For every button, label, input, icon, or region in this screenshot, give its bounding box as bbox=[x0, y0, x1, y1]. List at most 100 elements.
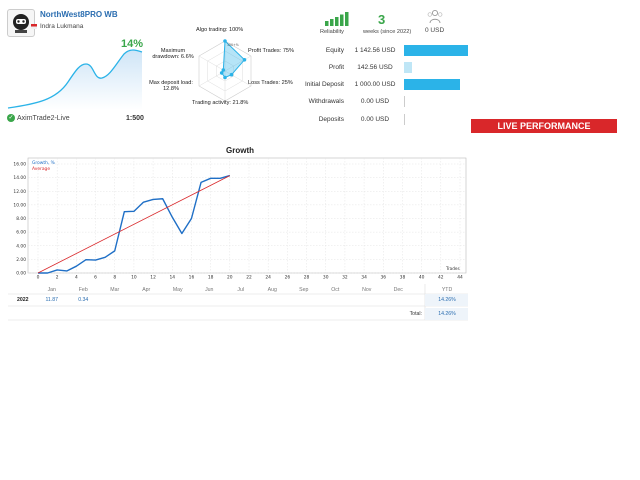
x-tick-label: 12 bbox=[150, 275, 156, 281]
x-tick-label: 24 bbox=[265, 275, 271, 281]
x-axis-label: Trades bbox=[445, 266, 460, 271]
account-owner[interactable]: Indra Lukmana bbox=[40, 23, 84, 30]
y-tick-label: 10.00 bbox=[13, 202, 26, 208]
x-tick-label: 28 bbox=[304, 275, 310, 281]
monthly-table-lines bbox=[8, 284, 468, 321]
stat-bar bbox=[404, 62, 468, 73]
radar-drawdown-label: Maximum drawdown: 6.6% bbox=[152, 48, 194, 60]
stat-bar-fill bbox=[404, 45, 468, 56]
month-header: Mar bbox=[110, 287, 120, 293]
mini-growth-chart bbox=[7, 49, 143, 110]
x-tick-label: 4 bbox=[75, 275, 78, 281]
y-tick-label: 8.00 bbox=[16, 216, 26, 222]
stat-bar bbox=[404, 79, 468, 90]
radar-algo-label: Algo trading: 100% bbox=[196, 27, 244, 33]
x-tick-label: 44 bbox=[457, 275, 463, 281]
stat-label: Withdrawals bbox=[308, 98, 344, 105]
subscribers-funds: 0 USD bbox=[425, 27, 445, 34]
radar-profit-label: Profit Trades: 75% bbox=[248, 48, 295, 54]
ytd-header: YTD bbox=[441, 287, 453, 293]
y-tick-label: 4.00 bbox=[16, 243, 26, 249]
month-header: Sep bbox=[299, 287, 309, 293]
x-tick-label: 18 bbox=[208, 275, 214, 281]
leverage: 1:500 bbox=[126, 115, 144, 122]
reliability-label: Reliability bbox=[320, 29, 344, 35]
stat-value: 1 142.56 USD bbox=[354, 47, 396, 54]
flag-indonesia-icon bbox=[31, 24, 37, 29]
radar-chart: 100+% bbox=[198, 39, 252, 102]
table-year: 2022 bbox=[17, 297, 29, 303]
stat-bar bbox=[404, 96, 468, 107]
y-tick-label: 0.00 bbox=[16, 271, 26, 277]
average-series-line bbox=[37, 175, 230, 274]
stat-label: Initial Deposit bbox=[304, 81, 344, 88]
ytd-value: 14.26% bbox=[438, 297, 456, 303]
x-tick-label: 32 bbox=[342, 275, 348, 281]
stat-value: 0.00 USD bbox=[360, 116, 390, 123]
x-tick-label: 16 bbox=[189, 275, 195, 281]
total-value: 14.26% bbox=[438, 311, 456, 317]
stat-label: Equity bbox=[325, 47, 344, 54]
x-tick-label: 2 bbox=[56, 275, 59, 281]
month-header: Feb bbox=[78, 287, 88, 293]
growth-chart: 0.00 2.00 4.00 6.00 8.00 10.00 12.00 14.00 16.00… bbox=[13, 157, 467, 281]
x-tick-label: 26 bbox=[285, 275, 291, 281]
chart-title: Growth bbox=[226, 146, 254, 155]
robot-logo-icon bbox=[13, 14, 29, 33]
month-header: Dec bbox=[393, 287, 403, 293]
x-tick-label: 0 bbox=[37, 275, 40, 281]
reliability-bars-icon bbox=[325, 12, 349, 26]
radar-deposit-load-label: Max deposit load: 12.8% bbox=[149, 80, 193, 92]
total-label: Total: bbox=[409, 311, 422, 317]
month-value: 0.34 bbox=[78, 297, 89, 303]
live-performance-banner: LIVE PERFORMANCE bbox=[471, 119, 617, 133]
weeks-count: 3 bbox=[378, 12, 386, 27]
x-tick-label: 6 bbox=[94, 275, 97, 281]
stat-bar-fill bbox=[404, 79, 460, 90]
x-tick-label: 22 bbox=[246, 275, 252, 281]
month-header: Apr bbox=[142, 287, 151, 293]
y-tick-label: 16.00 bbox=[13, 162, 26, 168]
x-tick-label: 14 bbox=[169, 275, 175, 281]
x-tick-label: 40 bbox=[419, 275, 425, 281]
month-value: 11.87 bbox=[45, 297, 59, 303]
month-header: Aug bbox=[267, 287, 277, 293]
y-tick-label: 6.00 bbox=[16, 230, 26, 236]
x-tick-label: 8 bbox=[113, 275, 116, 281]
stat-value: 1 000.00 USD bbox=[354, 81, 396, 88]
stat-bar bbox=[404, 114, 468, 125]
x-tick-label: 42 bbox=[438, 275, 444, 281]
chart-frame bbox=[27, 157, 467, 274]
x-tick-label: 20 bbox=[227, 275, 233, 281]
month-header: Jun bbox=[205, 287, 214, 293]
verified-check-icon: ✓ bbox=[7, 114, 15, 122]
month-header: Jan bbox=[47, 287, 56, 293]
radar-activity-label: Trading activity: 21.8% bbox=[192, 100, 249, 106]
month-header: May bbox=[172, 287, 183, 293]
x-tick-label: 10 bbox=[131, 275, 137, 281]
y-tick-label: 14.00 bbox=[13, 175, 26, 181]
x-tick-label: 30 bbox=[323, 275, 329, 281]
x-tick-label: 38 bbox=[400, 275, 406, 281]
y-tick-label: 12.00 bbox=[13, 189, 26, 195]
subscribers-icon bbox=[427, 9, 443, 24]
stat-bar-fill bbox=[404, 62, 412, 73]
avatar bbox=[7, 9, 35, 37]
broker-server[interactable]: AximTrade2-Live bbox=[17, 115, 70, 122]
stat-label: Deposits bbox=[318, 116, 344, 123]
legend-growth: Growth, % bbox=[32, 160, 55, 166]
growth-percent: 14% bbox=[121, 38, 144, 50]
radar-loss-label: Loss Trades: 25% bbox=[248, 80, 293, 86]
growth-series-line bbox=[38, 174, 231, 274]
x-tick-label: 36 bbox=[380, 275, 386, 281]
stat-bar bbox=[404, 45, 468, 56]
month-header: Nov bbox=[362, 287, 372, 293]
account-name[interactable]: NorthWest8PRO WB bbox=[40, 10, 118, 19]
x-tick-label: 34 bbox=[361, 275, 367, 281]
radar-center-tick: 100+% bbox=[227, 43, 239, 47]
stat-value: 0.00 USD bbox=[360, 98, 390, 105]
month-header: Jul bbox=[237, 287, 245, 293]
stat-value: 142.56 USD bbox=[357, 64, 393, 71]
weeks-label: weeks (since 2022) bbox=[363, 29, 412, 35]
stat-label: Profit bbox=[328, 64, 344, 71]
